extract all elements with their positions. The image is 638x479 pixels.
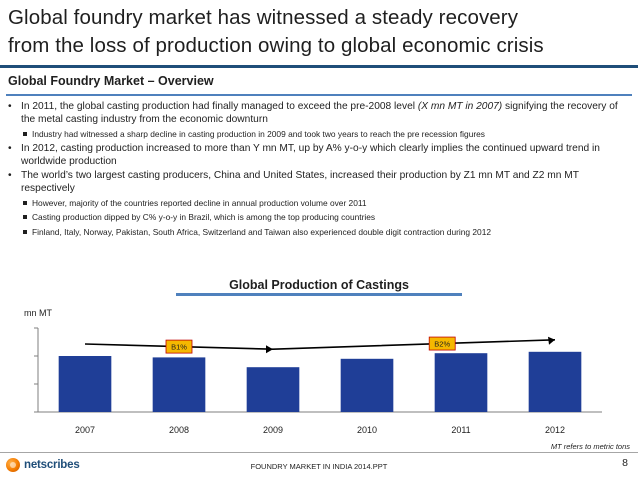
bullet-item: • In 2011, the global casting production … <box>8 100 630 126</box>
slide-title: Global foundry market has witnessed a st… <box>8 4 630 60</box>
chart-growth-annotations: B1% B2% <box>84 336 556 354</box>
chart-bar-2010 <box>340 358 394 412</box>
chart-bar-2009 <box>246 367 300 412</box>
sub-bullet-item: Industry had witnessed a sharp decline i… <box>8 129 630 141</box>
netscribes-logo: netscribes <box>6 457 80 473</box>
slide-title-line-2: from the loss of production owing to glo… <box>8 34 544 57</box>
chart-title: Global Production of Castings <box>229 278 409 292</box>
sub-bullet-text: Casting production dipped by C% y-o-y in… <box>32 212 376 222</box>
footer-document-name: FOUNDRY MARKET IN INDIA 2014.PPT <box>250 462 388 471</box>
chart-growth-trend-line <box>84 339 556 351</box>
sub-bullet-text: Industry had witnessed a sharp decline i… <box>32 129 485 139</box>
chart-annotation-label: B1% <box>171 343 187 352</box>
chart-x-tick-labels: 2007 2008 2009 2010 2011 2012 <box>75 425 565 435</box>
bullet-item: • In 2012, casting production increased t… <box>8 142 630 168</box>
bullet-list: • In 2011, the global casting production … <box>8 99 630 238</box>
square-bullet-icon <box>23 229 27 234</box>
title-divider <box>0 65 638 68</box>
chart-annotation-label: B2% <box>434 340 450 349</box>
chart-bars <box>58 351 582 412</box>
chart-x-tick-label: 2010 <box>357 425 377 435</box>
chart-axes <box>34 327 602 413</box>
chart-arrowhead-icon <box>548 336 555 345</box>
page-number: 8 <box>622 457 628 469</box>
netscribes-logo-icon <box>6 458 20 472</box>
chart-x-tick-label: 2009 <box>263 425 283 435</box>
footer-divider <box>0 452 638 453</box>
chart-x-tick-label: 2011 <box>451 425 470 435</box>
bullet-text-tail: signifying the recovery of the metal cas… <box>21 101 618 125</box>
sub-bullet-text: Finland, Italy, Norway, Pakistan, South … <box>32 226 492 237</box>
sub-bullet-item: Casting production dipped by C% y-o-y in… <box>8 212 630 224</box>
chart-x-tick-label: 2012 <box>545 425 565 435</box>
chart-arrowhead-icon <box>266 345 273 354</box>
bullet-text: The world’s two largest casting producer… <box>21 169 579 194</box>
sub-bullet-item: However, majority of the countries repor… <box>8 198 630 210</box>
chart-bar-2011 <box>434 353 488 412</box>
netscribes-logo-text: netscribes <box>24 459 80 471</box>
bullet-dot-icon: • <box>8 101 12 112</box>
sub-bullet-text: However, majority of the countries repor… <box>32 197 367 208</box>
bullet-text: In 2012, casting production increased to… <box>21 142 600 167</box>
sub-bullet-item: Finland, Italy, Norway, Pakistan, South … <box>8 227 630 239</box>
square-bullet-icon <box>23 132 27 136</box>
metric-tons-footnote: MT refers to metric tons <box>550 442 630 451</box>
bullet-dot-icon: • <box>8 142 12 154</box>
chart-annotation-badge <box>428 336 456 351</box>
chart-bar-2012 <box>528 351 582 412</box>
section-title: Global Foundry Market – Overview <box>8 74 214 88</box>
bullet-text: In 2011, the global casting production h… <box>21 101 418 112</box>
bullet-item: • The world’s two largest casting produce… <box>8 169 630 195</box>
chart-title-underline <box>176 293 462 296</box>
chart-x-tick-label: 2008 <box>169 425 189 435</box>
chart-bar-2007 <box>58 356 112 412</box>
chart-x-tick-label: 2007 <box>75 425 95 435</box>
chart-annotation-badge <box>165 339 193 354</box>
section-divider <box>6 94 632 96</box>
square-bullet-icon <box>23 200 27 205</box>
square-bullet-icon <box>23 215 27 219</box>
bullet-dot-icon: • <box>8 169 12 181</box>
chart-y-axis-label: mn MT <box>24 308 53 318</box>
bullet-italic-note: (X mn MT in 2007) <box>417 101 503 112</box>
production-bar-chart: mn MT 2007 2008 2009 2010 2011 2012 B1% B2% <box>24 308 602 435</box>
chart-bar-2008 <box>152 357 206 412</box>
slide-title-line-1: Global foundry market has witnessed a st… <box>8 6 519 29</box>
